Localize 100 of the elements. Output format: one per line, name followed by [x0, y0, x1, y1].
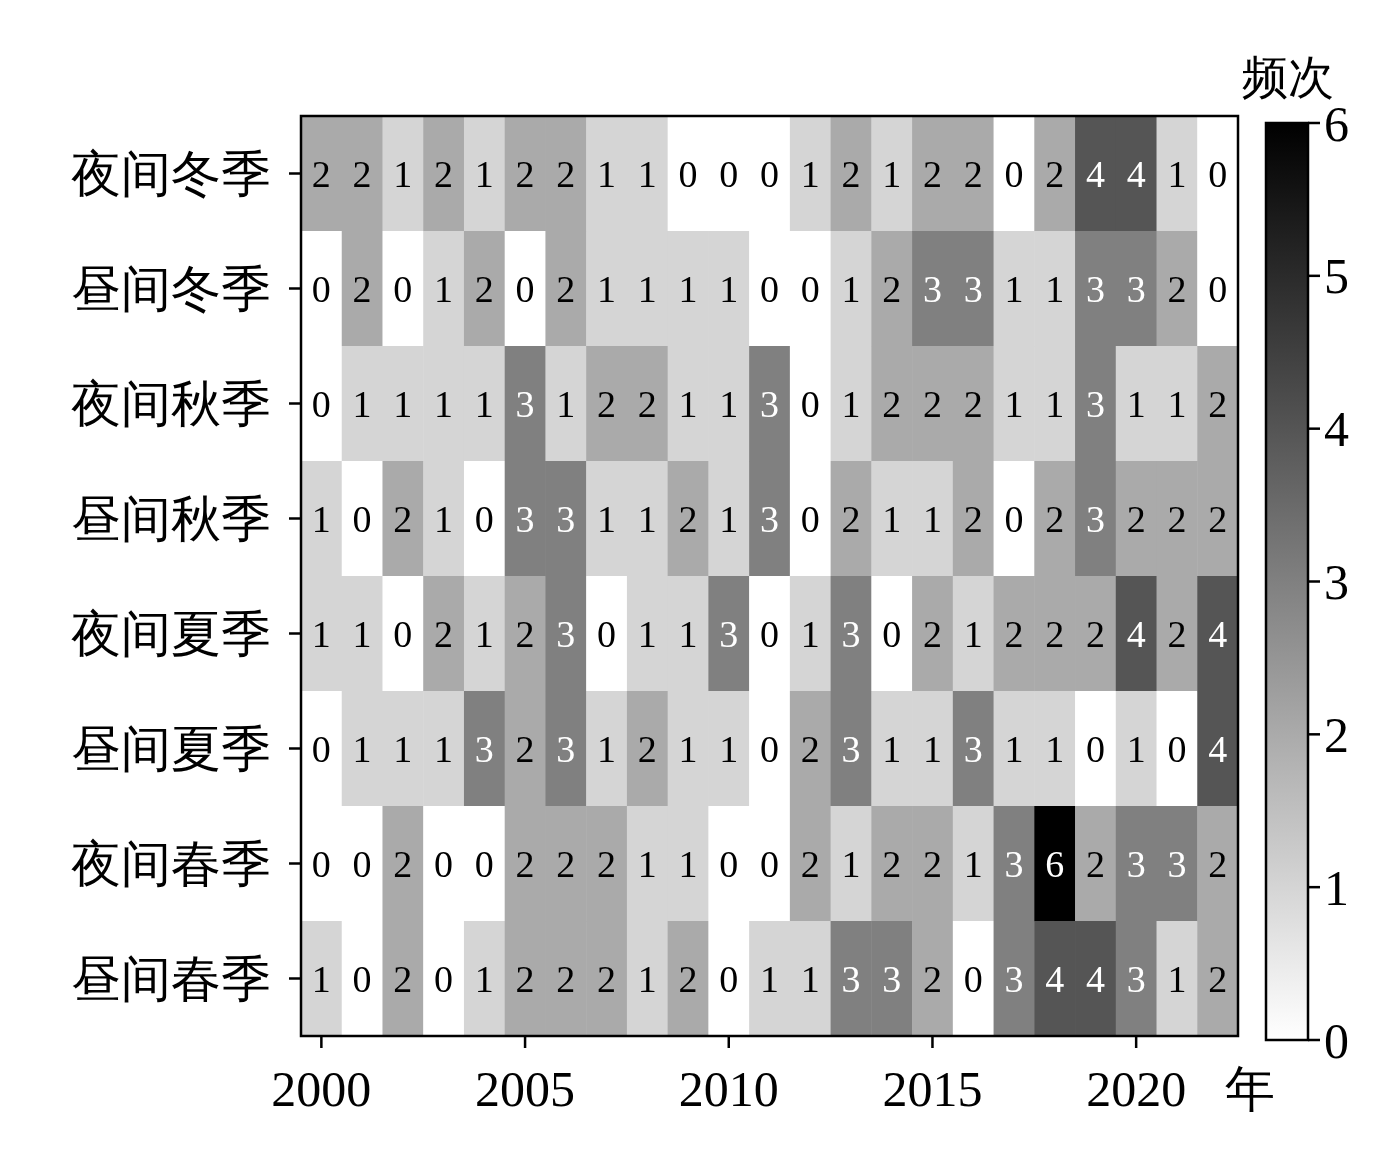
color-bar-label: 5 — [1324, 248, 1349, 305]
data-label: 0 — [760, 612, 779, 655]
data-label: 0 — [393, 612, 413, 655]
data-label: 2 — [393, 842, 413, 885]
data-label: 1 — [474, 612, 494, 655]
data-label: 0 — [1004, 497, 1024, 540]
data-label: 1 — [1167, 152, 1187, 195]
data-label: 3 — [841, 957, 861, 1000]
data-label: 3 — [515, 497, 535, 540]
data-label: 1 — [678, 727, 698, 770]
data-label: 3 — [963, 267, 983, 310]
data-label: 1 — [474, 957, 494, 1000]
data-label: 4 — [1126, 612, 1146, 655]
data-label: 4 — [1085, 152, 1105, 195]
data-label: 2 — [393, 497, 413, 540]
y-tick-label: 夜间夏季 — [71, 606, 271, 662]
y-tick-label: 夜间冬季 — [71, 146, 271, 202]
data-label: 2 — [1167, 497, 1187, 540]
color-bar-label: 2 — [1324, 706, 1349, 763]
data-label: 0 — [800, 497, 820, 540]
data-label: 0 — [311, 727, 331, 770]
data-label: 1 — [841, 267, 861, 310]
data-label: 1 — [719, 497, 739, 540]
data-label: 3 — [922, 267, 942, 310]
data-label: 0 — [800, 382, 820, 425]
data-label: 0 — [311, 842, 331, 885]
data-label: 2 — [1167, 267, 1187, 310]
data-label: 0 — [311, 382, 331, 425]
data-label: 6 — [1045, 842, 1065, 885]
data-label: 2 — [515, 152, 535, 195]
data-label: 2 — [882, 842, 902, 885]
data-label: 2 — [597, 957, 617, 1000]
data-label: 2 — [922, 957, 942, 1000]
data-label: 2 — [1208, 497, 1228, 540]
data-label: 4 — [1208, 727, 1228, 770]
data-label: 1 — [800, 612, 820, 655]
data-label: 1 — [393, 727, 413, 770]
data-label: 3 — [841, 727, 861, 770]
data-label: 2 — [1085, 842, 1105, 885]
data-label: 2 — [556, 842, 576, 885]
data-label: 1 — [637, 152, 657, 195]
data-label: 2 — [434, 612, 454, 655]
data-label: 1 — [963, 842, 983, 885]
data-label: 3 — [882, 957, 902, 1000]
data-label: 1 — [719, 267, 739, 310]
data-label: 1 — [719, 382, 739, 425]
x-axis-title: 年 — [1225, 1061, 1275, 1117]
data-label: 3 — [1004, 842, 1024, 885]
data-label: 1 — [678, 842, 698, 885]
data-label: 2 — [678, 497, 698, 540]
data-label: 1 — [434, 267, 454, 310]
data-label: 1 — [841, 842, 861, 885]
data-label: 0 — [760, 152, 779, 195]
data-label: 4 — [1045, 957, 1065, 1000]
data-label: 1 — [352, 612, 372, 655]
color-bar-label: 1 — [1324, 859, 1349, 916]
data-label: 0 — [515, 267, 535, 310]
data-label: 0 — [760, 842, 779, 885]
data-label: 1 — [352, 727, 372, 770]
data-label: 3 — [1085, 267, 1105, 310]
data-label: 0 — [1004, 152, 1024, 195]
x-tick-label: 2020 — [1086, 1061, 1187, 1117]
y-tick-label: 昼间秋季 — [71, 491, 271, 547]
y-tick-label: 昼间春季 — [71, 951, 271, 1007]
data-label: 1 — [841, 382, 861, 425]
data-label: 0 — [1208, 152, 1228, 195]
data-label: 4 — [1208, 612, 1228, 655]
data-label: 2 — [1208, 842, 1228, 885]
data-label: 2 — [841, 497, 861, 540]
color-bar-label: 3 — [1324, 554, 1349, 610]
data-label: 0 — [434, 957, 454, 1000]
data-label: 0 — [760, 267, 779, 310]
data-label: 0 — [800, 267, 820, 310]
data-label: 0 — [393, 267, 413, 310]
data-label: 0 — [719, 842, 739, 885]
data-label: 1 — [800, 152, 820, 195]
data-label: 1 — [597, 497, 617, 540]
data-label: 1 — [393, 152, 413, 195]
data-label: 1 — [1126, 727, 1146, 770]
data-label: 1 — [1045, 382, 1065, 425]
data-label: 2 — [1045, 497, 1065, 540]
data-label: 2 — [1208, 382, 1228, 425]
data-label: 0 — [719, 152, 739, 195]
data-label: 2 — [515, 842, 535, 885]
data-label: 3 — [1126, 957, 1146, 1000]
y-tick-label: 夜间春季 — [71, 836, 271, 892]
data-label: 2 — [393, 957, 413, 1000]
data-label: 3 — [556, 727, 576, 770]
data-label: 1 — [434, 497, 454, 540]
data-label: 3 — [1085, 497, 1105, 540]
data-label: 1 — [678, 267, 698, 310]
data-label: 2 — [1045, 612, 1065, 655]
data-label: 2 — [515, 612, 535, 655]
data-label: 2 — [434, 152, 454, 195]
data-label: 2 — [922, 612, 942, 655]
data-label: 0 — [678, 152, 698, 195]
data-label: 2 — [597, 382, 617, 425]
data-label: 0 — [1167, 727, 1187, 770]
data-label: 2 — [1004, 612, 1024, 655]
data-label: 1 — [597, 267, 617, 310]
